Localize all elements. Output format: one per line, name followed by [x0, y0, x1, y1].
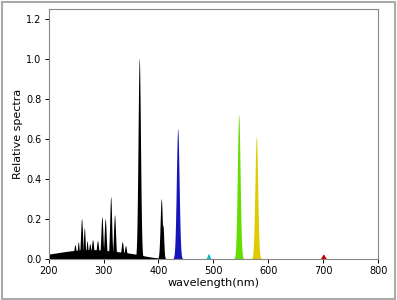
X-axis label: wavelength(nm): wavelength(nm) — [168, 278, 260, 288]
Y-axis label: Relative spectra: Relative spectra — [13, 88, 23, 179]
